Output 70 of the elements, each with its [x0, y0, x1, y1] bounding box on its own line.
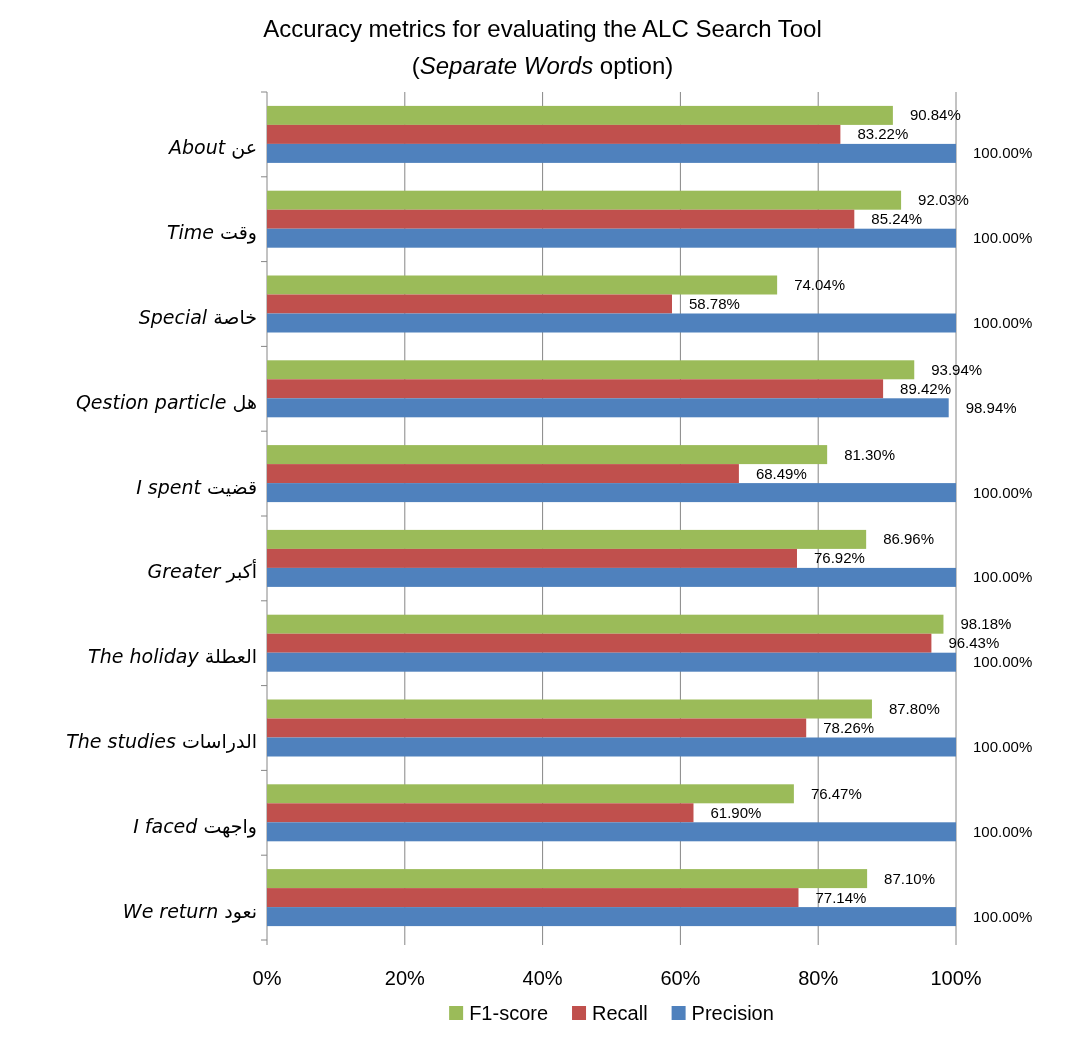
bar [267, 567, 956, 587]
data-label: 100.00% [973, 822, 1033, 840]
bar [267, 784, 794, 804]
data-label: 100.00% [973, 483, 1033, 501]
bar [267, 614, 944, 634]
data-label: 100.00% [973, 144, 1033, 162]
data-label: 100.00% [973, 738, 1033, 755]
x-tick-label: 20% [384, 967, 426, 989]
data-label: 86.96% [883, 530, 935, 548]
data-label: 76.92% [813, 549, 865, 567]
bar [267, 652, 956, 672]
data-label: 100.00% [973, 907, 1033, 925]
legend-label: Precision [691, 1002, 774, 1024]
bar [267, 529, 867, 549]
x-tick-label: 100% [930, 967, 982, 989]
data-label: 87.10% [884, 869, 935, 887]
data-label: 61.90% [710, 803, 762, 821]
bar [267, 228, 956, 248]
data-label: 92.03% [918, 191, 969, 209]
data-label: 96.43% [948, 634, 1000, 652]
bar [267, 803, 694, 823]
data-label: 83.22% [857, 125, 909, 143]
data-label: 100.00% [973, 653, 1033, 671]
legend-label: F1-score [469, 1002, 549, 1024]
legend-label: Recall [592, 1002, 648, 1024]
data-label: 93.94% [931, 360, 983, 378]
bar [267, 360, 915, 380]
bar [267, 822, 956, 842]
data-label: 90.84% [909, 106, 961, 124]
data-label: 81.30% [844, 445, 896, 463]
data-label: 74.04% [794, 276, 846, 293]
bar [267, 275, 778, 295]
bar [267, 907, 956, 927]
data-label: 100.00% [973, 229, 1033, 247]
x-tick-label: 40% [522, 967, 563, 989]
data-label: 85.24% [871, 210, 923, 228]
data-label: 76.47% [810, 784, 862, 802]
data-label: 98.18% [960, 615, 1012, 633]
data-label: 89.42% [900, 379, 951, 397]
bar [267, 633, 932, 653]
bar [267, 464, 739, 484]
data-label: 78.26% [823, 719, 875, 736]
bar [267, 888, 799, 908]
bar [267, 209, 855, 229]
bar [267, 699, 872, 719]
data-label: 98.94% [965, 398, 1017, 416]
bar [267, 124, 841, 144]
data-label: 58.78% [688, 295, 740, 312]
bar [267, 105, 893, 125]
bar [267, 718, 807, 738]
bar [267, 483, 956, 503]
bar [267, 294, 672, 314]
bar [267, 379, 884, 399]
bar [267, 869, 868, 889]
bar [267, 143, 956, 163]
x-tick-label: 60% [660, 967, 701, 989]
data-label: 87.80% [888, 700, 940, 717]
data-label: 100.00% [973, 568, 1033, 586]
x-tick-label: 80% [798, 967, 839, 989]
bar [267, 313, 956, 333]
bar [267, 398, 949, 418]
bar [267, 737, 956, 757]
bar [267, 190, 902, 210]
chart-title: Accuracy metrics for evaluating the ALC Search Tool (Separate Words option) [263, 15, 822, 79]
data-label: 77.14% [815, 888, 867, 906]
bar [267, 548, 797, 568]
bar [267, 445, 828, 465]
x-tick-label: 0% [252, 967, 282, 989]
data-label: 100.00% [973, 314, 1033, 331]
data-label: 68.49% [755, 464, 807, 482]
